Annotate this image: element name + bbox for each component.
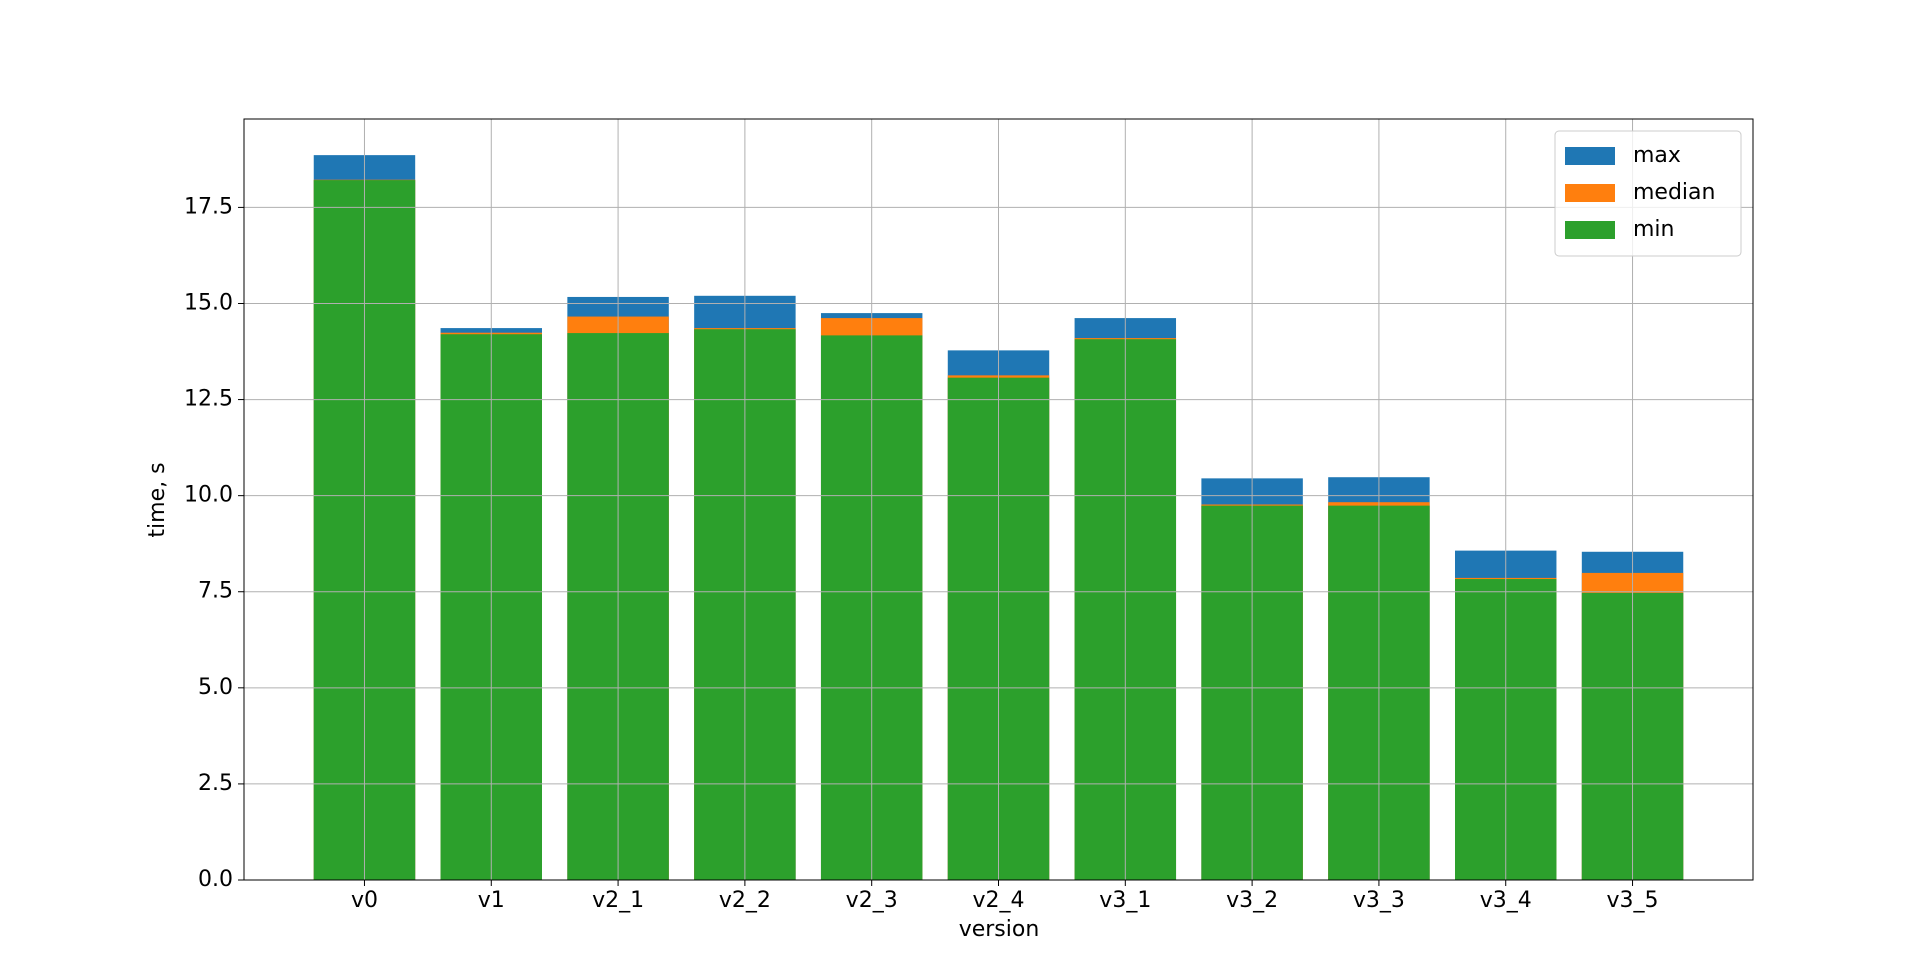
x-tick-label: v3_3 [1353,888,1405,913]
x-tick-label: v3_4 [1480,888,1532,913]
x-axis-label: version [959,917,1040,942]
x-tick-label: v2_2 [719,888,771,913]
y-tick-label: 5.0 [198,675,233,700]
x-tick-label: v2_3 [846,888,898,913]
x-tick-label: v0 [351,888,378,913]
legend-swatch [1565,184,1615,202]
x-tick-label: v3_2 [1226,888,1278,913]
x-tick-label: v2_4 [972,888,1024,913]
x-tick-label: v1 [478,888,505,913]
y-tick-label: 12.5 [184,387,233,412]
legend-label: median [1633,180,1715,205]
x-tick-label: v2_1 [592,888,644,913]
legend-label: min [1633,217,1675,242]
y-axis-label: time, s [145,462,170,537]
y-tick-label: 10.0 [184,483,233,508]
legend-swatch [1565,221,1615,239]
y-tick-label: 15.0 [184,290,233,315]
x-tick-label: v3_5 [1607,888,1659,913]
plot-frame [243,118,1754,881]
legend-label: max [1633,143,1681,168]
y-tick-label: 2.5 [198,771,233,796]
legend-swatch [1565,147,1615,165]
y-tick-label: 0.0 [198,867,233,892]
x-tick-label: v3_1 [1099,888,1151,913]
y-tick-label: 7.5 [198,579,233,604]
y-tick-label: 17.5 [184,194,233,219]
